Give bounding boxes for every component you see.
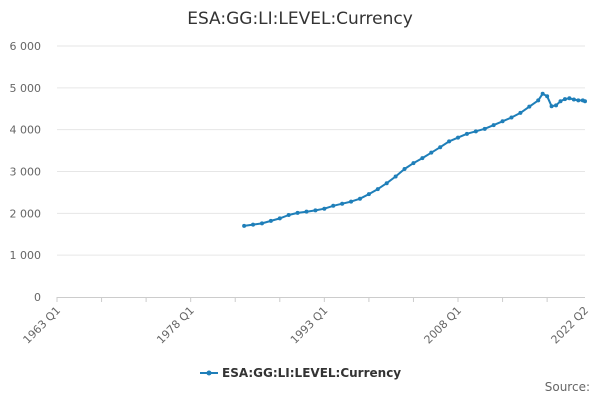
data-point [527, 104, 532, 109]
data-point [500, 119, 505, 124]
data-point [277, 216, 282, 221]
data-point [313, 208, 318, 213]
data-point [259, 221, 264, 226]
data-point [420, 156, 425, 161]
data-point [576, 98, 581, 103]
data-point [482, 126, 487, 131]
data-point [242, 223, 247, 228]
data-point [562, 97, 567, 102]
data-point [393, 174, 398, 179]
data-point [518, 110, 523, 115]
data-point [251, 222, 256, 227]
data-point [464, 131, 469, 136]
grid [57, 45, 585, 256]
data-point [268, 218, 273, 223]
legend-label: ESA:GG:LI:LEVEL:Currency [222, 366, 401, 380]
data-point [322, 206, 327, 211]
data-point [286, 213, 291, 218]
data-point [375, 187, 380, 192]
data-point [571, 97, 576, 102]
y-axis: 0 1 000 2 000 3 000 4 000 5 000 6 000 [10, 40, 42, 304]
legend[interactable]: ESA:GG:LI:LEVEL:Currency [200, 366, 401, 380]
data-point [583, 99, 587, 104]
data-point [340, 201, 345, 206]
y-tick-label: 3 000 [10, 166, 42, 179]
x-tick-label: 1993 Q1 [288, 304, 331, 347]
data-point [456, 135, 461, 140]
data-point [549, 104, 554, 109]
x-tick-label: 2008 Q1 [422, 304, 465, 347]
data-point [554, 103, 559, 108]
data-point [411, 161, 416, 166]
data-point [429, 150, 434, 155]
x-tick-label: 1963 Q1 [21, 304, 64, 347]
data-point [473, 129, 478, 134]
data-point [366, 192, 371, 197]
y-tick-label: 0 [34, 291, 41, 304]
data-point [558, 99, 563, 104]
data-point [536, 98, 541, 103]
data-point [295, 210, 300, 215]
data-point [384, 181, 389, 186]
series-line [243, 92, 586, 227]
y-tick-label: 1 000 [10, 249, 42, 262]
source-label: Source: [544, 380, 590, 394]
data-point [304, 209, 309, 214]
x-axis: 1963 Q1 1978 Q1 1993 Q1 2008 Q1 2022 Q2 [21, 297, 592, 347]
data-point [438, 145, 443, 150]
data-point [331, 203, 336, 208]
data-point [545, 94, 550, 99]
data-point [402, 166, 407, 171]
series-layer [242, 91, 587, 228]
data-point [357, 196, 362, 201]
y-tick-label: 5 000 [10, 82, 42, 95]
chart-title: ESA:GG:LI:LEVEL:Currency [187, 9, 413, 29]
data-point [447, 139, 452, 144]
legend-marker [206, 370, 212, 376]
y-tick-label: 2 000 [10, 207, 42, 220]
y-tick-label: 6 000 [10, 40, 42, 53]
x-tick-label: 2022 Q2 [549, 304, 592, 347]
data-point [509, 115, 514, 120]
y-tick-label: 4 000 [10, 124, 42, 137]
data-point [349, 199, 354, 204]
data-point [540, 91, 545, 96]
data-point [491, 123, 496, 128]
data-point [567, 96, 572, 101]
x-tick-label: 1978 Q1 [154, 304, 197, 347]
